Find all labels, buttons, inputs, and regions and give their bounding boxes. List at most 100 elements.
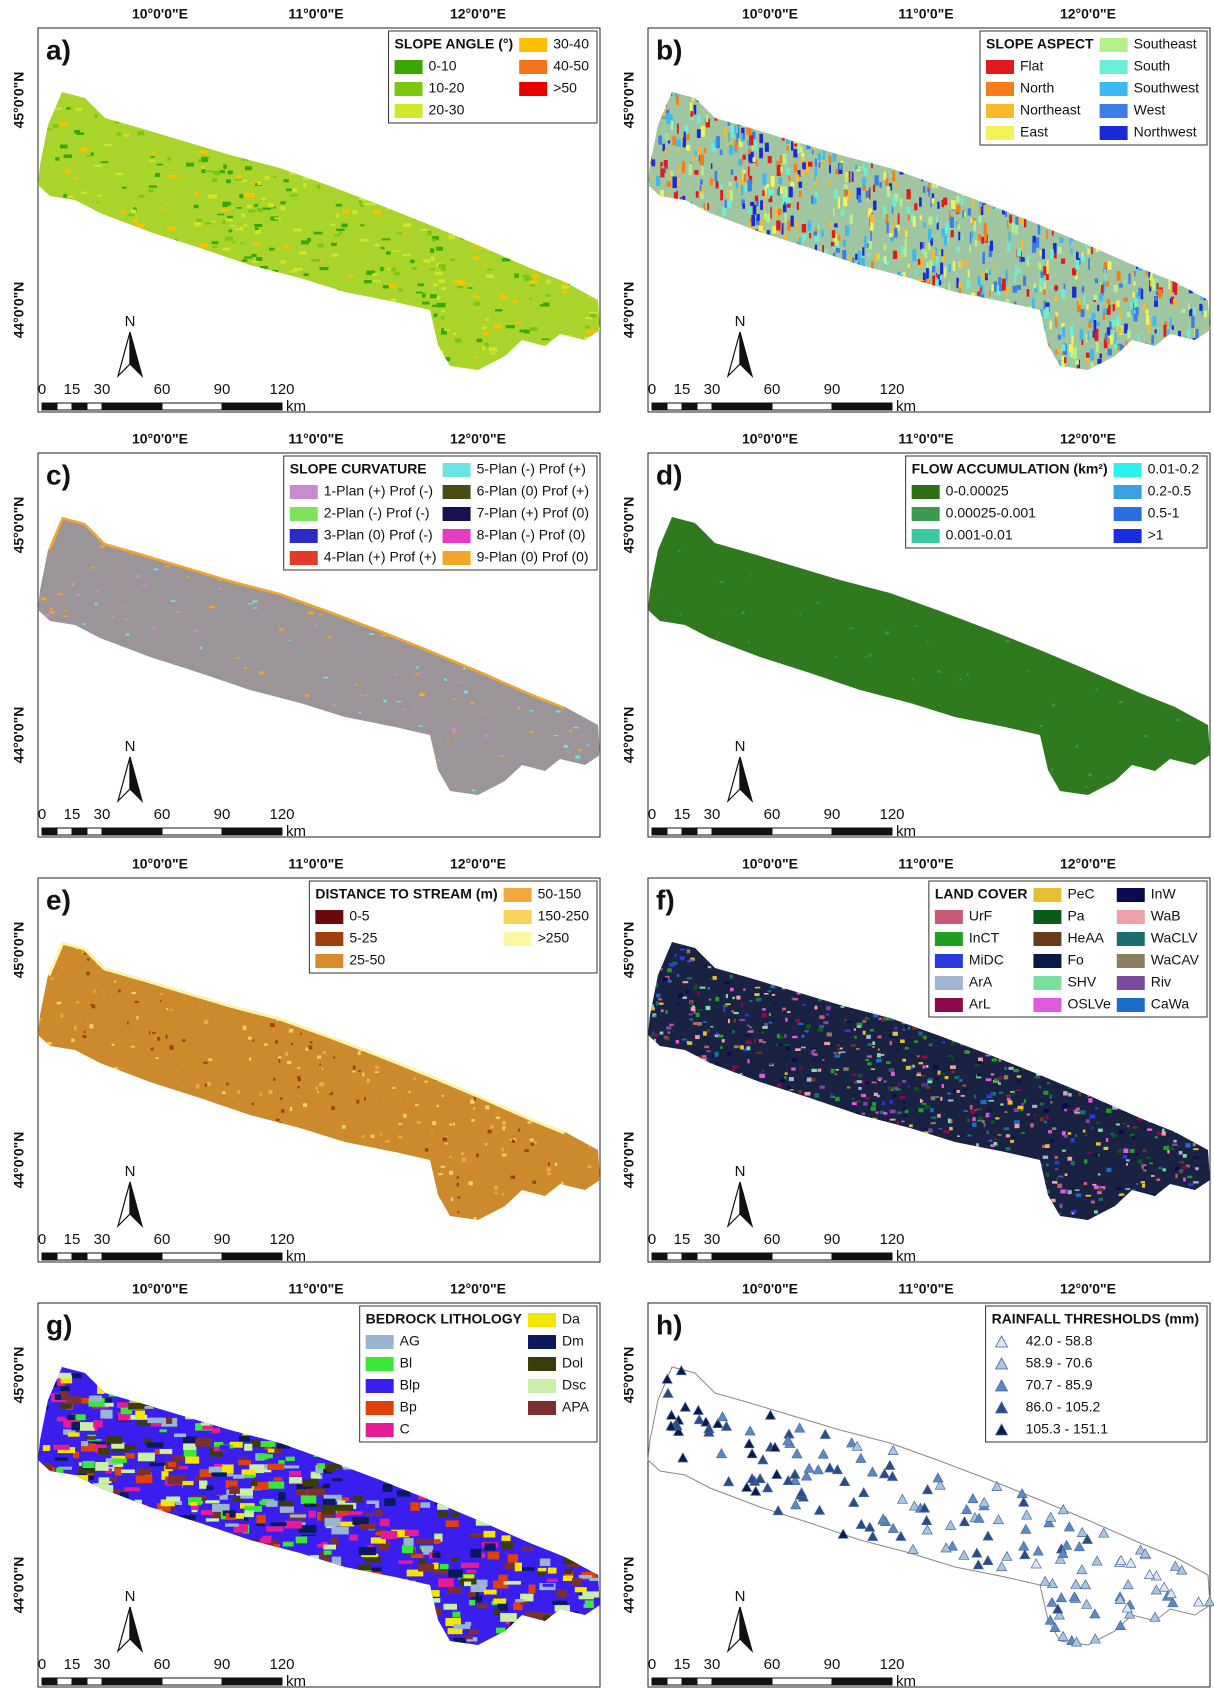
map-cell bbox=[327, 636, 331, 638]
map-cell bbox=[797, 202, 799, 210]
scale-label: 90 bbox=[214, 1231, 231, 1248]
map-cell bbox=[748, 641, 750, 643]
map-cell bbox=[474, 302, 481, 306]
map-cell bbox=[1157, 283, 1159, 290]
map-cell bbox=[364, 1097, 366, 1101]
map-cell bbox=[434, 313, 438, 317]
map-cell bbox=[252, 1103, 254, 1105]
map-cell bbox=[308, 612, 314, 615]
map-cell bbox=[319, 614, 324, 615]
map-cell bbox=[849, 628, 852, 629]
map-cell bbox=[1015, 217, 1018, 225]
map-cell bbox=[1164, 325, 1167, 337]
map-cell bbox=[703, 964, 707, 967]
map-cell bbox=[379, 1117, 382, 1121]
map-cell bbox=[289, 1029, 293, 1033]
map-cell bbox=[403, 223, 411, 227]
map-cell bbox=[940, 275, 942, 280]
map-cell bbox=[1096, 322, 1100, 326]
scale-segment bbox=[87, 828, 102, 835]
map-cell bbox=[836, 248, 840, 253]
latitude-label: 45°0'0"N bbox=[621, 497, 637, 554]
map-cell bbox=[556, 711, 561, 713]
map-cell bbox=[469, 1181, 473, 1185]
map-cell bbox=[798, 1023, 803, 1025]
map-cell bbox=[879, 182, 882, 188]
map-cell bbox=[471, 702, 475, 704]
map-cell bbox=[431, 239, 436, 242]
map-cell bbox=[864, 168, 867, 176]
map-cell bbox=[928, 279, 930, 283]
map-cell bbox=[545, 294, 551, 296]
legend-swatch bbox=[1114, 463, 1142, 477]
legend-swatch bbox=[443, 529, 471, 543]
map-cell bbox=[155, 173, 160, 177]
map-cell bbox=[432, 305, 436, 307]
map-cell bbox=[764, 213, 766, 220]
map-cell bbox=[1112, 320, 1116, 326]
map-cell bbox=[977, 1108, 982, 1110]
map-cell bbox=[741, 158, 743, 164]
map-cell bbox=[906, 231, 908, 238]
map-cell bbox=[820, 1086, 825, 1089]
map-cell bbox=[315, 624, 318, 626]
map-cell bbox=[131, 1046, 135, 1048]
map-cell bbox=[235, 657, 240, 658]
map-cell bbox=[235, 228, 239, 231]
map-cell bbox=[1038, 262, 1041, 269]
map-cell bbox=[677, 123, 679, 133]
map-cell bbox=[932, 198, 935, 203]
map-cell bbox=[782, 154, 786, 165]
map-cell bbox=[981, 237, 984, 244]
map-cell bbox=[506, 325, 515, 328]
map-cell bbox=[694, 170, 698, 175]
map-cell bbox=[748, 167, 750, 177]
map-cell bbox=[375, 244, 380, 247]
map-cell bbox=[236, 175, 242, 179]
map-cell bbox=[532, 1181, 536, 1184]
map-cell bbox=[161, 207, 165, 210]
map-cell bbox=[372, 273, 378, 275]
map-cell bbox=[799, 1090, 802, 1093]
map-cell bbox=[385, 1140, 389, 1143]
map-cell bbox=[923, 1083, 928, 1087]
map-cell bbox=[287, 1083, 290, 1085]
map-cell bbox=[710, 178, 713, 185]
scale-label: 30 bbox=[94, 381, 111, 398]
map-cell bbox=[265, 176, 270, 180]
map-cell bbox=[155, 1057, 158, 1059]
map-cell bbox=[332, 254, 339, 257]
map-cell bbox=[332, 705, 337, 706]
map-cell bbox=[537, 1168, 540, 1170]
map-cell bbox=[991, 1073, 994, 1076]
map-cell bbox=[317, 185, 320, 189]
map-cell bbox=[476, 1153, 479, 1157]
map-cell bbox=[1017, 285, 1021, 290]
map-cell bbox=[600, 671, 605, 673]
map-cell bbox=[743, 1035, 749, 1038]
scale-label: 15 bbox=[64, 806, 81, 823]
map-cell bbox=[394, 272, 401, 275]
map-cell bbox=[979, 202, 982, 207]
map-cell bbox=[892, 197, 896, 207]
map-cell bbox=[358, 1116, 362, 1118]
map-cell bbox=[41, 597, 47, 600]
map-cell bbox=[771, 176, 775, 187]
map-cell bbox=[1078, 1181, 1083, 1183]
map-cell bbox=[518, 1129, 520, 1132]
map-cell bbox=[452, 699, 457, 700]
map-cell bbox=[715, 171, 718, 181]
map-cell bbox=[928, 243, 931, 251]
map-cell bbox=[835, 241, 839, 247]
map-cell bbox=[299, 251, 306, 255]
map-cell bbox=[759, 226, 763, 232]
map-cell bbox=[1179, 1151, 1183, 1155]
legend-label: 0.01-0.2 bbox=[1148, 461, 1200, 477]
map-cell bbox=[286, 188, 292, 191]
map-cell bbox=[435, 272, 443, 275]
legend-label: 5-Plan (-) Prof (+) bbox=[477, 461, 586, 477]
map-cell bbox=[393, 250, 401, 252]
map-cell bbox=[870, 231, 872, 242]
map-cell bbox=[841, 1006, 845, 1008]
map-cell bbox=[797, 234, 799, 242]
